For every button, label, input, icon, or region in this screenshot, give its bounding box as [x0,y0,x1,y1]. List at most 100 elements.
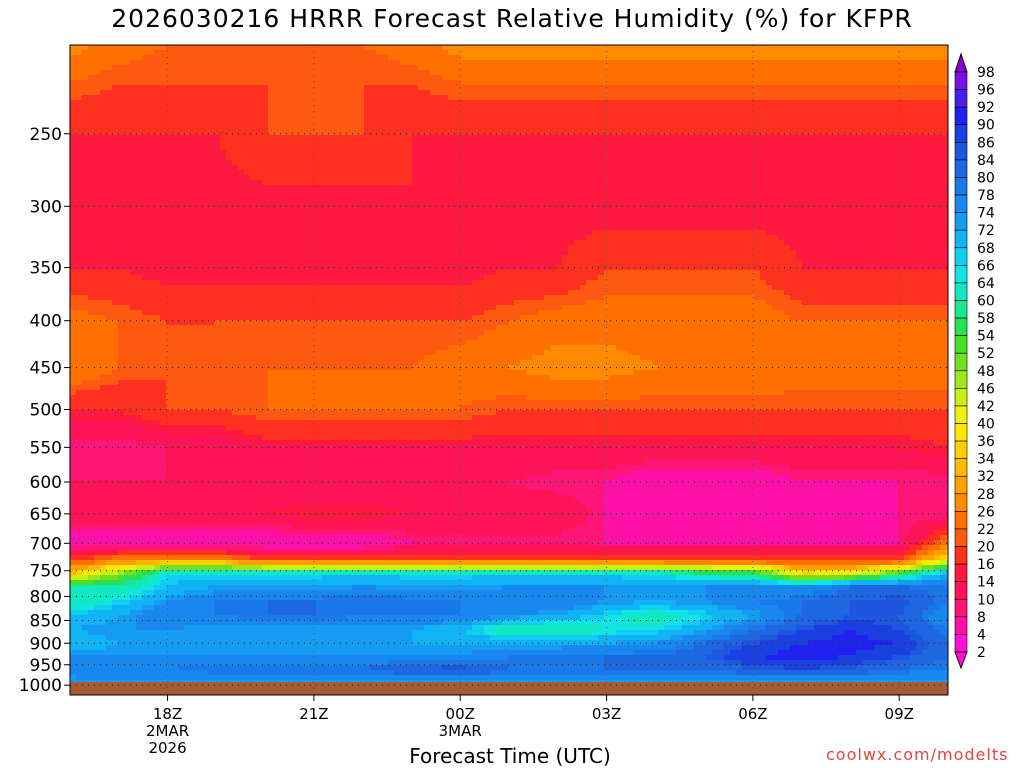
heat-cell [436,130,443,136]
heat-cell [82,45,89,51]
heat-cell [310,145,317,151]
heat-cell [856,70,863,76]
heat-cell [862,55,869,61]
heat-cell [772,65,779,71]
heat-cell [208,125,215,131]
heat-cell [370,190,377,196]
heat-cell [466,95,473,101]
heat-cell [808,125,815,131]
heat-cell [520,140,527,146]
heat-cell [946,140,948,146]
heat-cell [484,205,491,211]
heat-cell [130,165,137,171]
heat-cell [856,65,863,71]
heat-cell [520,80,527,86]
heat-cell [856,175,863,181]
heat-cell [934,165,941,171]
heat-cell [568,155,575,161]
heat-cell [178,185,185,191]
heat-cell [262,160,269,166]
heat-cell [364,60,371,66]
heat-cell [400,175,407,181]
heat-cell [622,50,629,56]
heat-cell [298,70,305,76]
heat-cell [700,95,707,101]
heat-cell [226,55,233,61]
heat-cell [808,85,815,91]
heat-cell [802,155,809,161]
heat-cell [742,120,749,126]
heat-cell [238,195,245,201]
heat-cell [88,145,95,151]
heat-cell [334,140,341,146]
heat-cell [436,135,443,141]
heat-cell [934,185,941,191]
heat-cell [370,100,377,106]
heat-cell [364,120,371,126]
heat-cell [496,60,503,66]
heat-cell [598,150,605,156]
heat-cell [868,75,875,81]
heat-cell [202,70,209,76]
heat-cell [604,165,611,171]
heat-cell [274,85,281,91]
heat-cell [910,175,917,181]
heat-cell [616,190,623,196]
heat-cell [184,205,191,211]
heat-cell [748,90,755,96]
heat-cell [886,95,893,101]
heat-cell [868,205,875,211]
heat-cell [142,55,149,61]
heat-cell [736,65,743,71]
heat-cell [112,100,119,106]
heat-cell [232,90,239,96]
heat-cell [286,150,293,156]
heat-cell [142,110,149,116]
heat-cell [544,120,551,126]
heat-cell [556,165,563,171]
heat-cell [796,105,803,111]
heat-cell [358,165,365,171]
heat-cell [850,85,857,91]
heat-cell [478,210,485,216]
heat-cell [898,160,905,166]
heat-cell [310,120,317,126]
heat-cell [286,105,293,111]
heat-cell [478,120,485,126]
heat-cell [850,165,857,171]
heat-cell [370,200,377,206]
heat-cell [736,155,743,161]
heat-cell [808,45,815,51]
heat-cell [70,75,77,81]
heat-cell [472,100,479,106]
heat-cell [820,160,827,166]
heat-cell [640,155,647,161]
heat-cell [586,100,593,106]
heat-cell [484,55,491,61]
heat-cell [100,130,107,136]
heat-cell [358,185,365,191]
heat-cell [646,50,653,56]
heat-cell [736,80,743,86]
heat-cell [538,90,545,96]
heat-cell [922,205,929,211]
heat-cell [814,205,821,211]
heat-cell [88,125,95,131]
heat-cell [820,210,827,216]
heat-cell [514,85,521,91]
heat-cell [274,185,281,191]
heat-cell [910,100,917,106]
heat-cell [616,200,623,206]
heat-cell [460,60,467,66]
heat-cell [946,180,948,186]
heat-cell [400,85,407,91]
heat-cell [160,190,167,196]
heat-cell [202,155,209,161]
heat-cell [472,195,479,201]
heat-cell [508,55,515,61]
heat-cell [910,125,917,131]
heat-cell [166,125,173,131]
heat-cell [328,165,335,171]
heat-cell [640,95,647,101]
heat-cell [904,105,911,111]
